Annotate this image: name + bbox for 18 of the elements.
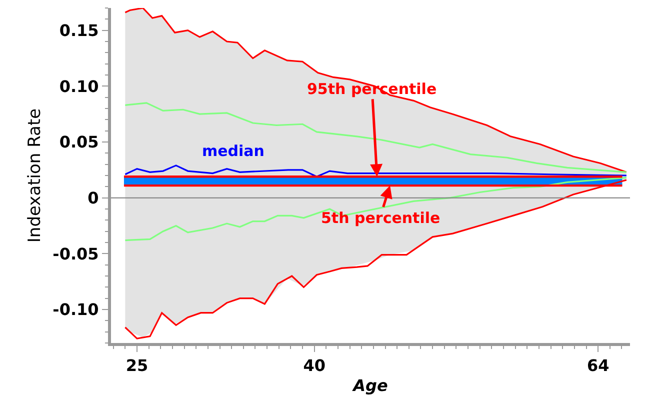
x-tick-label: 25: [126, 356, 148, 376]
line-series: [124, 8, 628, 173]
y-axis-title: Indexation Rate: [25, 108, 46, 243]
y-tick-label: 0: [88, 188, 99, 208]
x-tick-label: 64: [586, 356, 610, 376]
line-series: [124, 164, 628, 178]
line-series: [124, 176, 628, 242]
x-axis-title: Age: [351, 376, 388, 395]
y-tick-label: -0.10: [52, 300, 99, 320]
line-series: [124, 179, 628, 340]
x-tick-label: 40: [303, 356, 326, 376]
annotation: 5th percentile: [321, 209, 440, 227]
y-tick-label: 0.05: [59, 132, 99, 152]
y-tick-label: -0.05: [52, 244, 99, 264]
y-tick-label: 0.15: [59, 20, 99, 40]
series-label: median: [202, 142, 264, 160]
line-series: [124, 102, 628, 173]
y-tick-label: 0.10: [59, 76, 99, 96]
